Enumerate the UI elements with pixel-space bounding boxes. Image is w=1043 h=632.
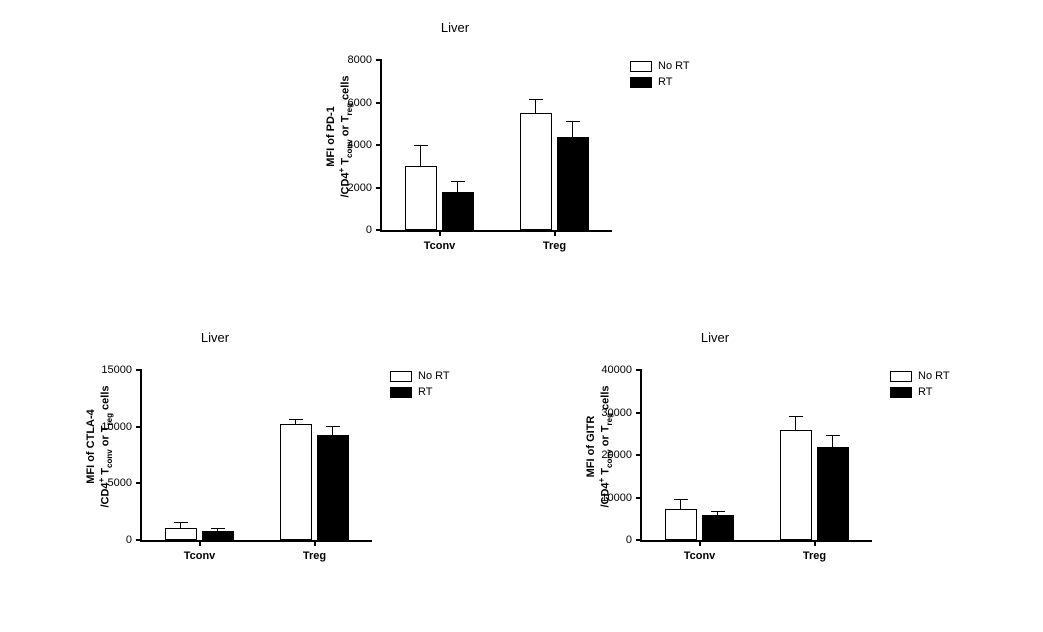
legend-swatch-rt xyxy=(890,387,912,398)
plot-area: 010000200003000040000TconvTreg xyxy=(640,370,872,542)
x-tick xyxy=(699,540,701,546)
legend-label-no-rt: No RT xyxy=(418,370,450,382)
bar-no-rt xyxy=(780,430,812,541)
error-cap xyxy=(674,499,688,500)
y-tick xyxy=(136,426,142,428)
x-tick-label: Tconv xyxy=(184,550,216,562)
y-tick-label: 0 xyxy=(626,534,632,546)
error-bar xyxy=(457,182,458,192)
error-cap xyxy=(826,435,840,436)
legend-label-no-rt: No RT xyxy=(918,370,950,382)
legend-swatch-no-rt xyxy=(890,371,912,382)
y-tick-label: 0 xyxy=(366,224,372,236)
bar-rt xyxy=(442,192,474,230)
bar-no-rt xyxy=(165,528,197,540)
error-bar xyxy=(180,523,181,528)
error-bar xyxy=(717,512,718,516)
y-tick-label: 0 xyxy=(126,534,132,546)
legend-label-rt: RT xyxy=(418,386,432,398)
legend-label-no-rt: No RT xyxy=(658,60,690,72)
bar-rt xyxy=(317,435,349,540)
error-bar xyxy=(572,122,573,137)
x-tick-label: Treg xyxy=(543,240,566,252)
legend-item-no-rt: No RT xyxy=(390,370,450,382)
plot-area: 050001000015000TconvTreg xyxy=(140,370,372,542)
legend-swatch-no-rt xyxy=(390,371,412,382)
y-axis-label: MFI of CTLA-4/CD4+ Tconv or Treg cells xyxy=(85,370,114,523)
x-tick-label: Treg xyxy=(803,550,826,562)
y-tick xyxy=(376,144,382,146)
error-cap xyxy=(289,419,303,420)
error-bar xyxy=(832,436,833,447)
legend-label-rt: RT xyxy=(658,76,672,88)
error-cap xyxy=(711,511,725,512)
y-tick xyxy=(376,229,382,231)
error-cap xyxy=(326,426,340,427)
bar-no-rt xyxy=(405,166,437,230)
error-cap xyxy=(174,522,188,523)
legend-swatch-rt xyxy=(630,77,652,88)
chart-title: Liver xyxy=(560,330,870,345)
y-tick xyxy=(376,187,382,189)
error-bar xyxy=(680,500,681,509)
legend-swatch-no-rt xyxy=(630,61,652,72)
error-bar xyxy=(332,427,333,435)
panel-ctla4: Liver 050001000015000TconvTreg No RT RT … xyxy=(60,330,570,600)
bar-rt xyxy=(557,137,589,231)
y-tick xyxy=(636,369,642,371)
x-tick xyxy=(199,540,201,546)
legend: No RT RT xyxy=(630,60,690,92)
error-cap xyxy=(414,145,428,146)
x-tick xyxy=(814,540,816,546)
page: Liver 02000400060008000TconvTreg No RT R… xyxy=(0,0,1043,632)
chart-title: Liver xyxy=(60,330,370,345)
x-tick-label: Tconv xyxy=(684,550,716,562)
y-axis-label: MFI of PD-1/CD4+ Tconv or Treg cells xyxy=(325,60,354,213)
error-cap xyxy=(211,528,225,529)
bar-no-rt xyxy=(665,509,697,540)
error-bar xyxy=(420,146,421,166)
x-tick xyxy=(439,230,441,236)
x-tick-label: Tconv xyxy=(424,240,456,252)
error-cap xyxy=(451,181,465,182)
legend-item-rt: RT xyxy=(630,76,690,88)
bar-rt xyxy=(202,531,234,540)
error-bar xyxy=(795,417,796,430)
bar-no-rt xyxy=(280,424,312,540)
legend-item-rt: RT xyxy=(390,386,450,398)
chart-title: Liver xyxy=(300,20,610,35)
x-tick xyxy=(554,230,556,236)
y-tick xyxy=(376,59,382,61)
error-bar xyxy=(295,420,296,425)
bar-rt xyxy=(702,515,734,540)
legend: No RT RT xyxy=(890,370,950,402)
y-axis-label: MFI of GITR/CD4+ Tconv or Treg cells xyxy=(585,370,614,523)
legend-item-no-rt: No RT xyxy=(630,60,690,72)
y-tick xyxy=(636,454,642,456)
legend: No RT RT xyxy=(390,370,450,402)
x-tick-label: Treg xyxy=(303,550,326,562)
legend-item-rt: RT xyxy=(890,386,950,398)
y-tick xyxy=(136,539,142,541)
error-cap xyxy=(529,99,543,100)
error-cap xyxy=(789,416,803,417)
error-bar xyxy=(217,529,218,531)
panel-gitr: Liver 010000200003000040000TconvTreg No … xyxy=(560,330,1043,600)
error-cap xyxy=(566,121,580,122)
y-tick xyxy=(136,369,142,371)
legend-label-rt: RT xyxy=(918,386,932,398)
y-tick xyxy=(636,412,642,414)
plot-area: 02000400060008000TconvTreg xyxy=(380,60,612,232)
legend-swatch-rt xyxy=(390,387,412,398)
y-tick xyxy=(136,482,142,484)
y-tick xyxy=(636,497,642,499)
bar-rt xyxy=(817,447,849,541)
x-tick xyxy=(314,540,316,546)
legend-item-no-rt: No RT xyxy=(890,370,950,382)
panel-pd1: Liver 02000400060008000TconvTreg No RT R… xyxy=(300,20,810,290)
y-tick xyxy=(376,102,382,104)
bar-no-rt xyxy=(520,113,552,230)
y-tick xyxy=(636,539,642,541)
error-bar xyxy=(535,99,536,113)
